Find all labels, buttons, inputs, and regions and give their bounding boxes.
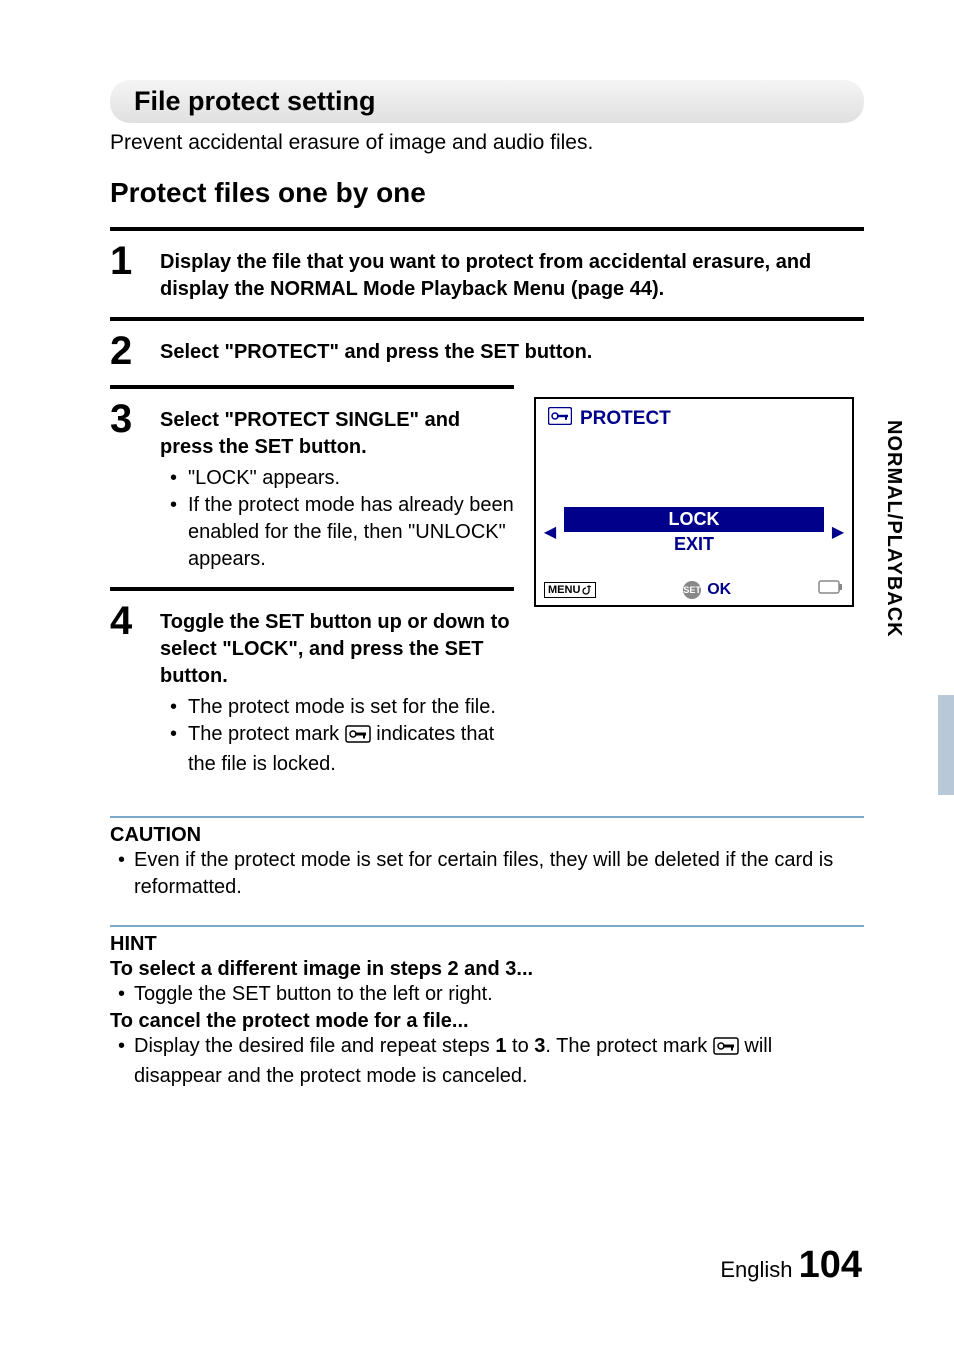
step-number: 2: [110, 331, 142, 371]
left-arrow-icon: ◀: [536, 522, 564, 542]
heading-text: File protect setting: [134, 86, 840, 117]
lock-option: LOCK: [564, 507, 824, 532]
screen-title: PROTECT: [580, 408, 671, 430]
page-footer: English 104: [720, 1244, 862, 1287]
caution-rule: [110, 816, 864, 818]
hint-bold-3: 3: [534, 1035, 545, 1057]
side-tab-label: NORMAL/PLAYBACK: [882, 420, 905, 638]
step-4: 4 Toggle the SET button up or down to se…: [110, 591, 514, 792]
step-1: 1 Display the file that you want to prot…: [110, 231, 864, 317]
hint-text-b: . The protect mark: [545, 1035, 712, 1057]
hint-text-mid: to: [506, 1035, 534, 1057]
protect-mark-icon: [345, 724, 371, 751]
step-bullet: If the protect mode has already been ena…: [174, 492, 514, 573]
set-icon: SET: [683, 581, 701, 599]
caution-title: CAUTION: [110, 824, 864, 847]
step-bullet: The protect mode is set for the file.: [174, 694, 514, 721]
footer-lang: English: [720, 1257, 792, 1282]
step-title: Display the file that you want to protec…: [160, 249, 864, 303]
hint-sub-2: To cancel the protect mode for a file...: [110, 1010, 864, 1033]
step-number: 4: [110, 601, 142, 641]
intro-text: Prevent accidental erasure of image and …: [110, 131, 864, 155]
hint-title: HINT: [110, 933, 864, 956]
camera-screen: PROTECT ◀ LOCK EXIT ▶ MENU S: [534, 397, 854, 607]
subheading: Protect files one by one: [110, 177, 864, 209]
step-bullet: "LOCK" appears.: [174, 465, 514, 492]
side-tab: NORMAL/PLAYBACK: [882, 420, 912, 750]
side-tab-bar: [938, 695, 954, 795]
footer-page: 104: [799, 1244, 862, 1286]
section-heading: File protect setting: [110, 80, 864, 123]
hint-text-a: Display the desired file and repeat step…: [134, 1035, 495, 1057]
ok-indicator: SET OK: [683, 581, 731, 599]
right-arrow-icon: ▶: [824, 522, 852, 542]
menu-indicator: MENU: [544, 582, 596, 598]
step-3: 3 Select "PROTECT SINGLE" and press the …: [110, 389, 514, 587]
bullet-text-a: The protect mark: [188, 723, 345, 745]
hint-rule: [110, 925, 864, 927]
ok-label: OK: [707, 581, 731, 599]
hint-bold-1: 1: [495, 1035, 506, 1057]
step-title: Toggle the SET button up or down to sele…: [160, 609, 514, 690]
key-icon: [548, 407, 572, 430]
hint-item-1: Toggle the SET button to the left or rig…: [110, 981, 864, 1008]
battery-icon: [818, 580, 844, 599]
step-title: Select "PROTECT" and press the SET butto…: [160, 339, 864, 366]
step-number: 3: [110, 399, 142, 439]
protect-mark-icon: [713, 1036, 739, 1063]
exit-option: EXIT: [564, 532, 824, 557]
step-2: 2 Select "PROTECT" and press the SET but…: [110, 321, 864, 385]
step-number: 1: [110, 241, 142, 281]
step-title: Select "PROTECT SINGLE" and press the SE…: [160, 407, 514, 461]
caution-body: Even if the protect mode is set for cert…: [110, 847, 864, 901]
menu-label: MENU: [548, 584, 580, 596]
hint-sub-1: To select a different image in steps 2 a…: [110, 958, 864, 981]
step-bullet: The protect mark indicates that the file…: [174, 721, 514, 778]
hint-item-2: Display the desired file and repeat step…: [110, 1033, 864, 1090]
